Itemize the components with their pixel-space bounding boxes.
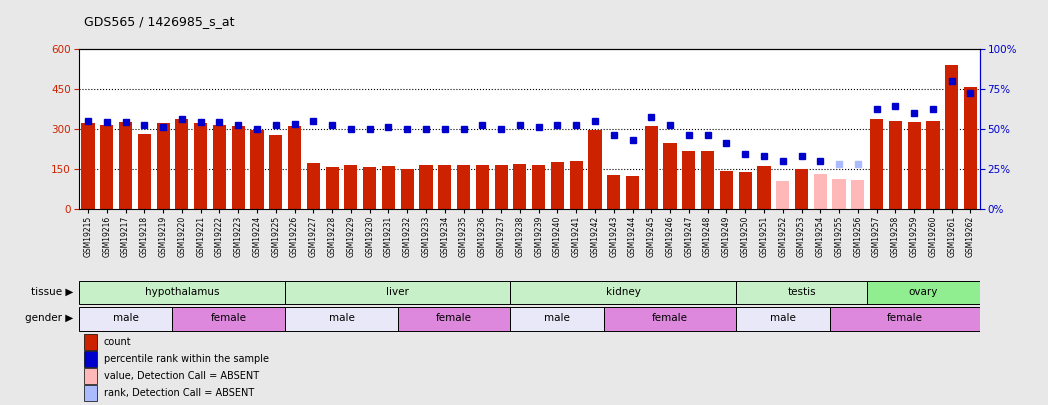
- Bar: [232, 126, 245, 209]
- Bar: [400, 168, 414, 209]
- Bar: [288, 126, 301, 209]
- Bar: [457, 165, 471, 209]
- Bar: [438, 165, 452, 209]
- Bar: [851, 180, 865, 209]
- Bar: [419, 165, 433, 209]
- Bar: [345, 164, 357, 209]
- Text: GDS565 / 1426985_s_at: GDS565 / 1426985_s_at: [84, 15, 235, 28]
- Bar: [813, 175, 827, 209]
- Text: female: female: [887, 313, 923, 324]
- Bar: [908, 122, 921, 209]
- Bar: [119, 122, 132, 209]
- Bar: [495, 164, 507, 209]
- Bar: [736, 281, 868, 305]
- Text: count: count: [104, 337, 131, 347]
- Text: kidney: kidney: [606, 287, 640, 297]
- Bar: [832, 179, 846, 209]
- Text: gender ▶: gender ▶: [25, 313, 73, 324]
- Bar: [588, 130, 602, 209]
- Text: male: male: [770, 313, 795, 324]
- Bar: [510, 307, 605, 331]
- Text: tissue ▶: tissue ▶: [31, 287, 73, 297]
- Bar: [607, 175, 620, 209]
- Bar: [777, 181, 789, 209]
- Bar: [476, 164, 488, 209]
- Bar: [870, 119, 883, 209]
- Bar: [663, 143, 677, 209]
- Bar: [285, 307, 398, 331]
- Text: male: male: [545, 313, 570, 324]
- Bar: [605, 307, 736, 331]
- Bar: [398, 307, 510, 331]
- Bar: [326, 167, 339, 209]
- Bar: [736, 307, 830, 331]
- Bar: [307, 163, 320, 209]
- Bar: [510, 281, 736, 305]
- Bar: [645, 126, 658, 209]
- Bar: [285, 281, 510, 305]
- Bar: [889, 121, 902, 209]
- Bar: [363, 167, 376, 209]
- Bar: [194, 123, 208, 209]
- Bar: [739, 172, 751, 209]
- Bar: [720, 171, 733, 209]
- Text: rank, Detection Call = ABSENT: rank, Detection Call = ABSENT: [104, 388, 254, 398]
- Bar: [173, 307, 285, 331]
- Bar: [175, 119, 189, 209]
- Bar: [269, 135, 282, 209]
- Bar: [945, 65, 958, 209]
- Bar: [79, 281, 285, 305]
- Bar: [213, 125, 226, 209]
- Bar: [156, 123, 170, 209]
- Text: value, Detection Call = ABSENT: value, Detection Call = ABSENT: [104, 371, 259, 381]
- Bar: [79, 307, 173, 331]
- Bar: [532, 164, 545, 209]
- Bar: [964, 87, 977, 209]
- Bar: [82, 123, 94, 209]
- Text: hypothalamus: hypothalamus: [145, 287, 219, 297]
- Bar: [926, 121, 939, 209]
- Text: ovary: ovary: [909, 287, 938, 297]
- Bar: [626, 176, 639, 209]
- Text: female: female: [211, 313, 247, 324]
- Bar: [830, 307, 980, 331]
- Bar: [137, 134, 151, 209]
- Bar: [758, 166, 770, 209]
- Bar: [570, 161, 583, 209]
- Bar: [701, 151, 714, 209]
- Text: percentile rank within the sample: percentile rank within the sample: [104, 354, 268, 364]
- Text: liver: liver: [387, 287, 409, 297]
- Bar: [551, 162, 564, 209]
- Bar: [682, 151, 696, 209]
- Bar: [514, 164, 526, 209]
- Bar: [250, 130, 263, 209]
- Text: female: female: [652, 313, 689, 324]
- Bar: [381, 166, 395, 209]
- Bar: [101, 125, 113, 209]
- Text: female: female: [436, 313, 473, 324]
- Text: male: male: [112, 313, 138, 324]
- Bar: [795, 169, 808, 209]
- Text: testis: testis: [787, 287, 815, 297]
- Text: male: male: [328, 313, 354, 324]
- Bar: [868, 281, 980, 305]
